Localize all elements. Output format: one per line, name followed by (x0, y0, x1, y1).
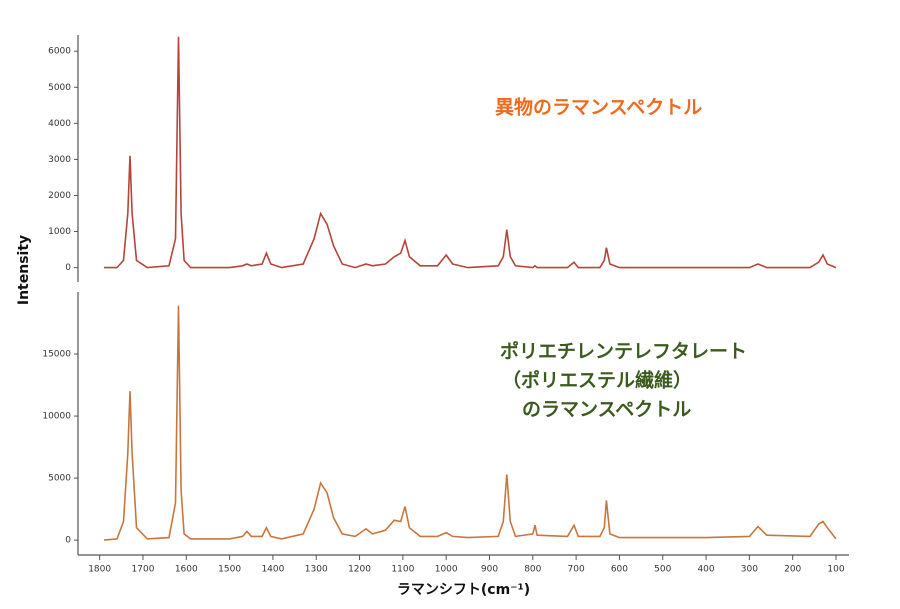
y-tick-label: 4000 (48, 119, 71, 129)
x-tick-label: 1700 (132, 565, 155, 575)
x-tick-label: 1600 (175, 565, 198, 575)
y-tick-label: 1000 (48, 227, 71, 237)
x-tick-label: 300 (741, 565, 758, 575)
annotation: 異物のラマンスペクトル (495, 96, 702, 119)
x-tick-label: 1100 (391, 565, 414, 575)
spectrum-line (104, 36, 837, 269)
x-tick-label: 700 (568, 565, 585, 575)
x-tick-label: 1300 (305, 565, 328, 575)
y-tick-label: 5000 (48, 83, 71, 93)
x-tick-label: 1200 (348, 565, 371, 575)
x-tick-label: 1500 (218, 565, 241, 575)
y-tick-label: 0 (65, 263, 71, 273)
y-tick-label: 15000 (42, 350, 71, 360)
x-tick-label: 400 (697, 565, 714, 575)
x-tick-label: 1400 (261, 565, 284, 575)
x-axis-label: ラマンシフト(cm⁻¹) (397, 582, 530, 598)
x-tick-label: 1000 (435, 565, 458, 575)
y-axis-label: Intensity (16, 235, 32, 305)
annotation: のラマンスペクトル (522, 399, 691, 421)
y-tick-label: 5000 (48, 474, 71, 484)
y-tick-label: 10000 (42, 412, 71, 422)
x-tick-label: 600 (611, 565, 628, 575)
y-tick-label: 0 (65, 536, 71, 546)
y-tick-label: 3000 (48, 155, 71, 165)
x-tick-label: 1800 (88, 565, 111, 575)
x-tick-label: 200 (784, 565, 801, 575)
x-tick-label: 800 (524, 565, 541, 575)
y-tick-label: 2000 (48, 191, 71, 201)
annotation: （ポリエステル繊維） (502, 369, 692, 392)
spectrum-line (103, 305, 837, 541)
x-tick-label: 900 (481, 565, 498, 575)
y-tick-label: 6000 (48, 47, 71, 57)
x-tick-label: 500 (654, 565, 671, 575)
x-tick-label: 100 (827, 565, 844, 575)
annotation: ポリエチレンテレフタレート (500, 340, 747, 363)
